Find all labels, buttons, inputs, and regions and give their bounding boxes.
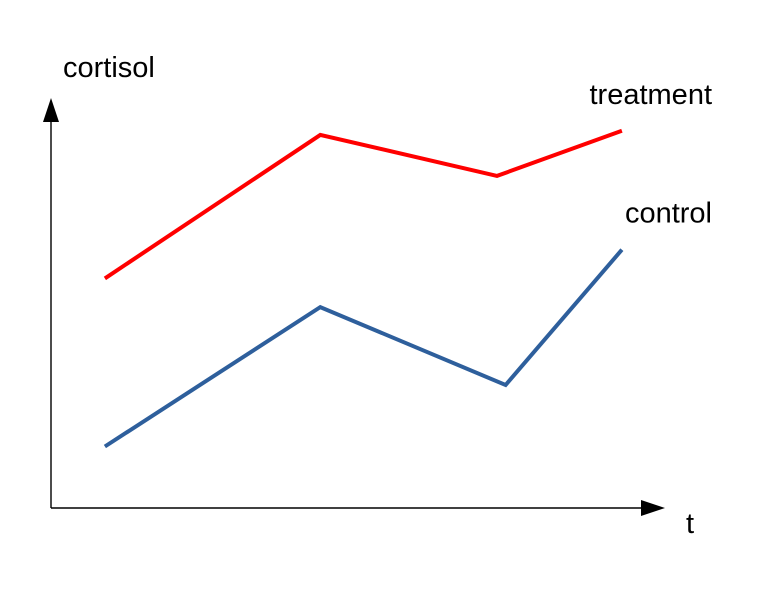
series-label-control: control: [625, 198, 712, 230]
x-axis-label: t: [686, 508, 694, 540]
y-axis-arrow: [43, 98, 59, 122]
series-label-treatment: treatment: [590, 79, 713, 111]
series-layer: treatment control: [103, 79, 713, 449]
series-line-treatment: [103, 128, 623, 281]
series-line-control: [103, 248, 624, 449]
x-axis-arrow: [641, 500, 665, 516]
y-axis-label: cortisol: [63, 52, 155, 84]
